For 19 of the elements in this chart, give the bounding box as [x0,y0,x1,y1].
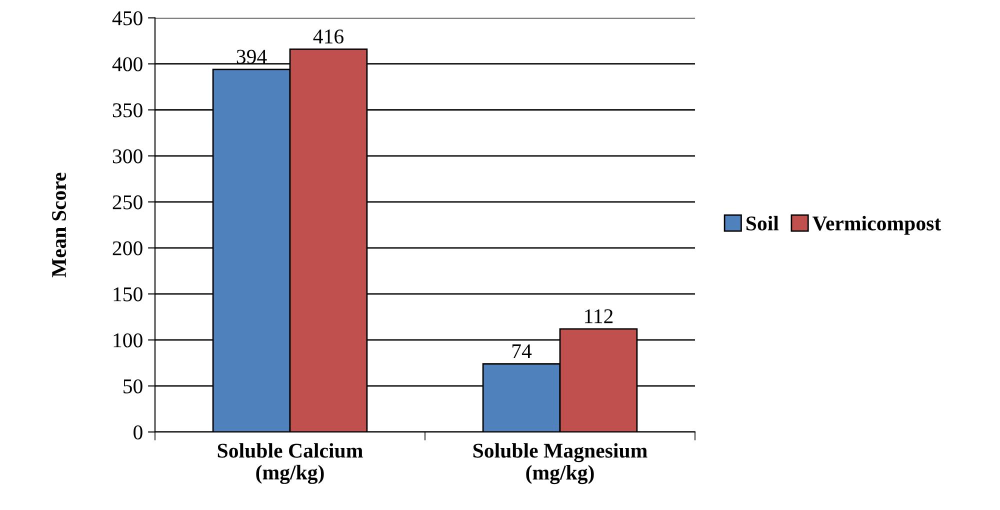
data-label: 416 [313,30,344,44]
y-tick-label: 450 [112,11,142,26]
data-label: 394 [236,50,267,64]
x-tick-label: Soluble Magnesium (mg/kg) [473,443,648,484]
data-label: 74 [512,344,532,358]
legend-label: Soil [746,216,779,230]
y-axis-title: Mean Score [52,172,66,278]
y-tick-label: 100 [114,333,142,348]
data-label: 112 [585,309,613,324]
y-tick-label: 350 [112,103,142,118]
y-tick-label: 0 [134,425,142,440]
y-tick-label: 250 [112,195,142,210]
y-tick-label: 50 [124,379,142,394]
x-tick-label: Soluble Calcium (mg/kg) [218,443,363,484]
y-tick-label: 200 [112,241,142,256]
y-tick-label: 300 [112,149,142,164]
y-tick-label: 150 [114,287,142,302]
legend-label: Vermicompost [812,216,942,235]
y-tick-label: 400 [112,57,142,72]
